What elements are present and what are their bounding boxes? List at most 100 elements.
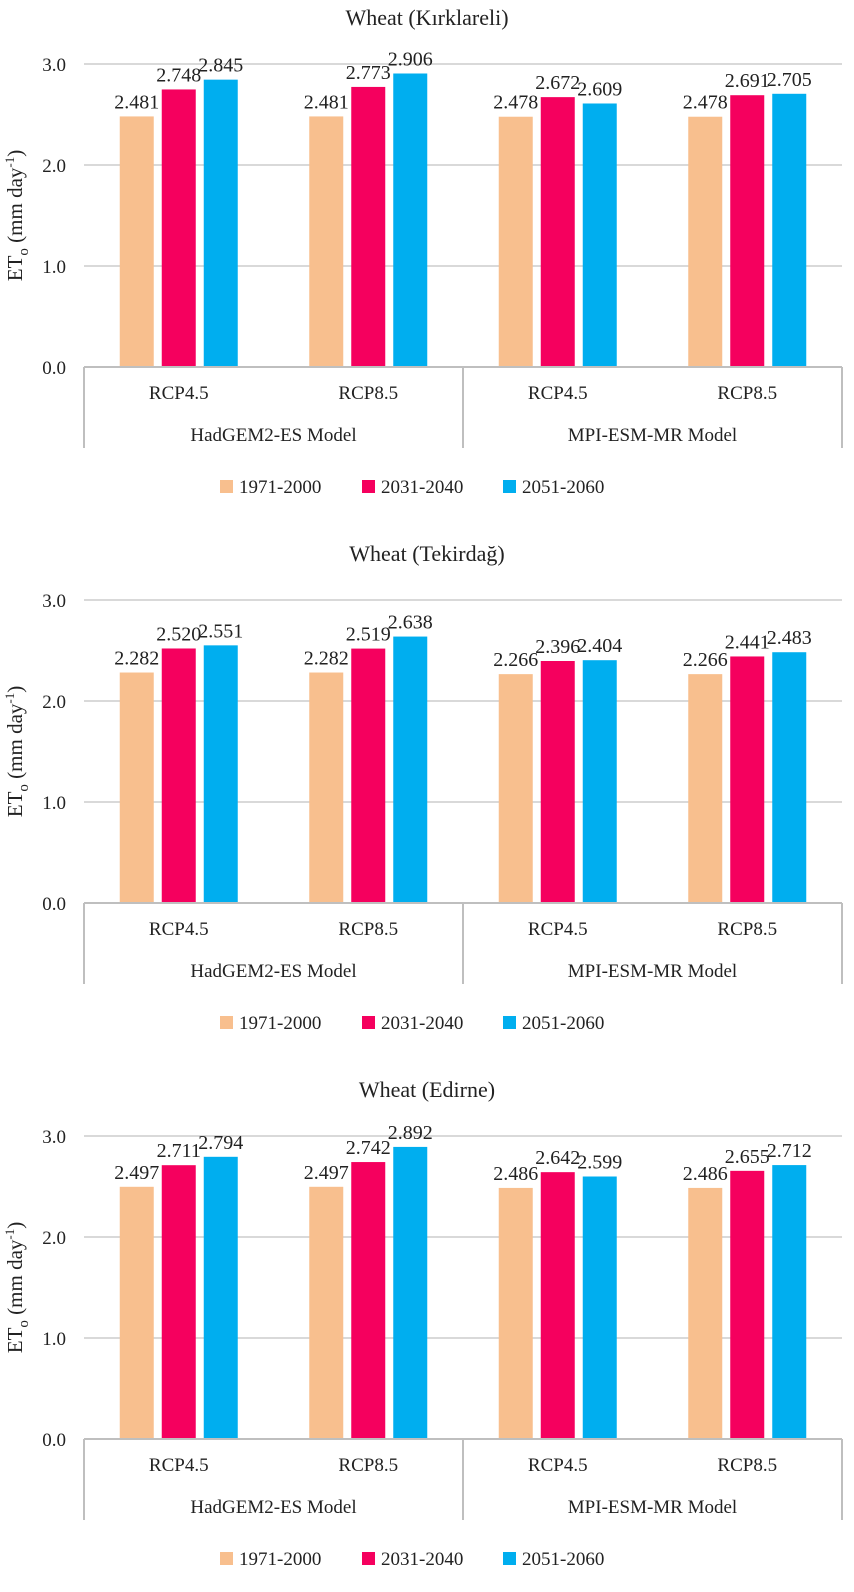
bar <box>772 652 807 903</box>
y-axis-label-subscript: o <box>16 1320 32 1328</box>
x-group-label: MPI-ESM-MR Model <box>568 961 737 982</box>
data-label: 2.520 <box>156 623 201 645</box>
bar <box>393 1146 428 1439</box>
bar <box>309 116 344 367</box>
legend-label: 2051-2060 <box>522 1013 604 1034</box>
y-axis-label-main: ET <box>3 255 27 281</box>
legend-label: 2031-2040 <box>381 1013 463 1034</box>
data-label: 2.483 <box>767 627 812 649</box>
chart-edirne: Wheat (Edirne) 0.0 1.0 2.0 3.0 ETo (mm day-1)… <box>2 1077 843 1570</box>
x-tick-label: RCP8.5 <box>717 1455 777 1476</box>
y-tick-label: 0.0 <box>42 358 66 379</box>
x-tick-label: RCP8.5 <box>717 919 777 940</box>
legend-swatch <box>220 480 233 493</box>
legend-swatch <box>220 1016 233 1029</box>
bar <box>203 79 238 367</box>
y-axis-label: ETo (mm day-1) <box>2 686 32 817</box>
y-axis-label-close: ) <box>3 1222 27 1229</box>
data-label: 2.497 <box>114 1162 159 1184</box>
bar <box>582 660 617 903</box>
data-label: 2.892 <box>388 1122 433 1144</box>
bar <box>688 674 723 903</box>
y-axis-label-main: ET <box>3 1327 27 1353</box>
data-label: 2.486 <box>493 1163 538 1185</box>
x-group-label: MPI-ESM-MR Model <box>568 425 737 446</box>
y-tick-label: 2.0 <box>42 156 66 177</box>
bar <box>730 95 765 368</box>
bar <box>203 1156 238 1439</box>
x-tick-label: RCP8.5 <box>717 383 777 404</box>
bar <box>309 1186 344 1439</box>
bar <box>540 661 575 903</box>
y-tick-label: 2.0 <box>42 692 66 713</box>
bar <box>540 97 575 368</box>
bar <box>119 672 154 903</box>
bar <box>119 116 154 367</box>
bar <box>498 116 533 367</box>
x-group-label: HadGEM2-ES Model <box>190 425 356 446</box>
data-label: 2.266 <box>683 649 728 671</box>
bar <box>730 656 765 903</box>
data-label: 2.478 <box>683 92 728 114</box>
bar <box>730 1170 765 1439</box>
legend-swatch <box>362 1552 375 1565</box>
y-tick-label: 1.0 <box>42 257 66 278</box>
legend-label: 2031-2040 <box>381 1549 463 1570</box>
data-label: 2.638 <box>388 612 433 634</box>
y-axis-label-close: ) <box>3 686 27 693</box>
y-tick-label: 1.0 <box>42 793 66 814</box>
data-label: 2.705 <box>767 69 812 91</box>
x-tick-label: RCP4.5 <box>528 919 588 940</box>
bar <box>161 648 196 903</box>
y-tick-label: 2.0 <box>42 1228 66 1249</box>
data-label: 2.599 <box>577 1152 622 1174</box>
y-tick-label: 0.0 <box>42 1430 66 1451</box>
x-group-label: HadGEM2-ES Model <box>190 961 356 982</box>
chart-title: Wheat (Edirne) <box>359 1077 495 1102</box>
data-label: 2.794 <box>198 1132 243 1154</box>
bar <box>688 1187 723 1439</box>
y-axis-label-unit: (mm day <box>3 167 27 248</box>
y-axis-label-main: ET <box>3 791 27 817</box>
x-tick-label: RCP4.5 <box>528 383 588 404</box>
data-label: 2.742 <box>346 1137 391 1159</box>
y-axis-label-subscript: o <box>16 248 32 256</box>
legend-swatch <box>362 1016 375 1029</box>
chart-title: Wheat (Tekirdağ) <box>349 541 504 566</box>
bar <box>309 672 344 903</box>
y-tick-label: 3.0 <box>42 591 66 612</box>
bar <box>351 86 386 367</box>
data-label: 2.282 <box>304 648 349 670</box>
data-label: 2.906 <box>388 48 433 70</box>
y-tick-label: 1.0 <box>42 1329 66 1350</box>
x-tick-label: RCP8.5 <box>338 383 398 404</box>
legend-swatch <box>503 1016 516 1029</box>
x-tick-label: RCP4.5 <box>149 1455 209 1476</box>
bar <box>772 93 807 368</box>
bar <box>582 1176 617 1439</box>
legend-label: 1971-2000 <box>239 1549 321 1570</box>
data-label: 2.481 <box>114 91 159 113</box>
y-axis-label-close: ) <box>3 150 27 157</box>
legend-swatch <box>503 1552 516 1565</box>
data-label: 2.478 <box>493 92 538 114</box>
legend-label: 2031-2040 <box>381 477 463 498</box>
y-tick-label: 3.0 <box>42 55 66 76</box>
bar <box>498 674 533 903</box>
bar <box>161 89 196 368</box>
data-label: 2.551 <box>198 620 243 642</box>
data-label: 2.712 <box>767 1140 812 1162</box>
y-axis-label: ETo (mm day-1) <box>2 150 32 281</box>
data-label: 2.773 <box>346 62 391 84</box>
legend-label: 1971-2000 <box>239 1013 321 1034</box>
x-tick-label: RCP8.5 <box>338 919 398 940</box>
bar <box>351 648 386 903</box>
data-label: 2.404 <box>577 635 622 657</box>
x-tick-label: RCP4.5 <box>149 919 209 940</box>
legend-label: 2051-2060 <box>522 1549 604 1570</box>
bar <box>393 636 428 903</box>
bar <box>772 1165 807 1439</box>
legend-label: 2051-2060 <box>522 477 604 498</box>
data-label: 2.282 <box>114 648 159 670</box>
